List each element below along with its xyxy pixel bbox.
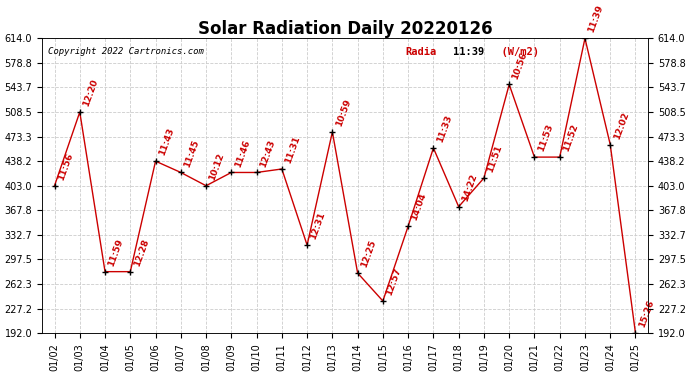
Text: 11:33: 11:33 (435, 114, 453, 144)
Text: (W/m2): (W/m2) (489, 47, 540, 57)
Text: 14:04: 14:04 (410, 192, 428, 222)
Text: 15:26: 15:26 (638, 299, 656, 329)
Text: 11:39: 11:39 (453, 47, 484, 57)
Text: 12:31: 12:31 (309, 211, 327, 241)
Text: 12:25: 12:25 (359, 239, 377, 269)
Text: 12:20: 12:20 (81, 78, 100, 108)
Text: 11:31: 11:31 (284, 135, 302, 165)
Text: 12:28: 12:28 (132, 237, 150, 267)
Text: 11:43: 11:43 (157, 127, 176, 157)
Text: Copyright 2022 Cartronics.com: Copyright 2022 Cartronics.com (48, 47, 204, 56)
Text: 12:57: 12:57 (384, 267, 403, 297)
Text: 11:52: 11:52 (562, 123, 580, 153)
Text: 11:46: 11:46 (233, 138, 251, 168)
Text: Radia: Radia (406, 47, 437, 57)
Text: 11:59: 11:59 (107, 237, 125, 267)
Text: 14:22: 14:22 (460, 172, 479, 202)
Text: 11:51: 11:51 (486, 144, 504, 174)
Text: 11:56: 11:56 (57, 152, 75, 182)
Text: 10:59: 10:59 (334, 98, 353, 128)
Text: 10:12: 10:12 (208, 152, 226, 182)
Title: Solar Radiation Daily 20220126: Solar Radiation Daily 20220126 (198, 20, 492, 38)
Text: 11:39: 11:39 (586, 4, 605, 34)
Text: 10:56: 10:56 (511, 50, 529, 80)
Text: 12:02: 12:02 (612, 111, 630, 140)
Text: 12:43: 12:43 (258, 138, 277, 168)
Text: 11:53: 11:53 (536, 123, 555, 153)
Text: 11:45: 11:45 (183, 138, 201, 168)
